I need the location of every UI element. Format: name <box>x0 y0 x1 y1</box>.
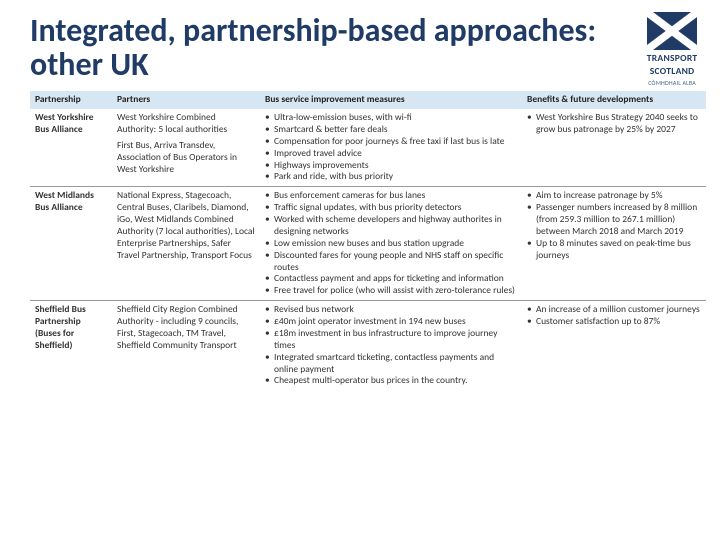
table-row: Sheffield Bus Partnership (Buses for She… <box>30 301 706 391</box>
list-item: Discounted fares for young people and NH… <box>265 250 517 274</box>
col-benefits: Benefits & future developments <box>522 91 706 109</box>
table-row: West Yorkshire Bus AllianceWest Yorkshir… <box>30 109 706 187</box>
list-item: Compensation for poor journeys & free ta… <box>265 136 517 148</box>
list-item: Park and ride, with bus priority <box>265 171 517 183</box>
list-item: Worked with scheme developers and highwa… <box>265 214 517 238</box>
list-item: Cheapest multi-operator bus prices in th… <box>265 375 517 387</box>
logo-subtext: CÒMHDHAIL ALBA <box>636 80 708 87</box>
page-title: Integrated, partnership-based approaches… <box>30 10 636 91</box>
table-row: West Midlands Bus AllianceNational Expre… <box>30 187 706 301</box>
list-item: West Yorkshire Bus Strategy 2040 seeks t… <box>527 112 701 136</box>
partner-block: First Bus, Arriva Transdev, Association … <box>117 140 255 176</box>
list-item: Free travel for police (who will assist … <box>265 285 517 297</box>
cell-partners: Sheffield City Region Combined Authority… <box>112 301 260 391</box>
list-item: Integrated smartcard ticketing, contactl… <box>265 352 517 376</box>
logo-text-1: TRANSPORT <box>636 53 708 63</box>
col-partnership: Partnership <box>30 91 112 109</box>
cell-partnership: Sheffield Bus Partnership (Buses for She… <box>30 301 112 391</box>
list-item: £18m investment in bus infrastructure to… <box>265 328 517 352</box>
cell-partnership: West Midlands Bus Alliance <box>30 187 112 301</box>
partner-block: West Yorkshire Combined Authority: 5 loc… <box>117 112 255 136</box>
list-item: Improved travel advice <box>265 148 517 160</box>
saltire-icon <box>647 12 697 50</box>
cell-measures: Ultra-low-emission buses, with wi-fiSmar… <box>260 109 522 187</box>
cell-partnership: West Yorkshire Bus Alliance <box>30 109 112 187</box>
list-item: Up to 8 minutes saved on peak-time bus j… <box>527 238 701 262</box>
cell-measures: Revised bus network£40m joint operator i… <box>260 301 522 391</box>
col-measures: Bus service improvement measures <box>260 91 522 109</box>
cell-partners: West Yorkshire Combined Authority: 5 loc… <box>112 109 260 187</box>
logo: TRANSPORT SCOTLAND CÒMHDHAIL ALBA <box>636 10 708 86</box>
table-header-row: Partnership Partners Bus service improve… <box>30 91 706 109</box>
cell-partners: National Express, Stagecoach, Central Bu… <box>112 187 260 301</box>
list-item: Passenger numbers increased by 8 million… <box>527 202 701 238</box>
logo-text-2: SCOTLAND <box>636 66 708 76</box>
cell-benefits: West Yorkshire Bus Strategy 2040 seeks t… <box>522 109 706 187</box>
cell-benefits: Aim to increase patronage by 5%Passenger… <box>522 187 706 301</box>
partner-block: National Express, Stagecoach, Central Bu… <box>117 190 255 261</box>
col-partners: Partners <box>112 91 260 109</box>
list-item: Low emission new buses and bus station u… <box>265 238 517 250</box>
partner-block: Sheffield City Region Combined Authority… <box>117 304 255 352</box>
cell-benefits: An increase of a million customer journe… <box>522 301 706 391</box>
cell-measures: Bus enforcement cameras for bus lanesTra… <box>260 187 522 301</box>
list-item: Customer satisfaction up to 87% <box>527 316 701 328</box>
partnership-table: Partnership Partners Bus service improve… <box>30 91 706 390</box>
